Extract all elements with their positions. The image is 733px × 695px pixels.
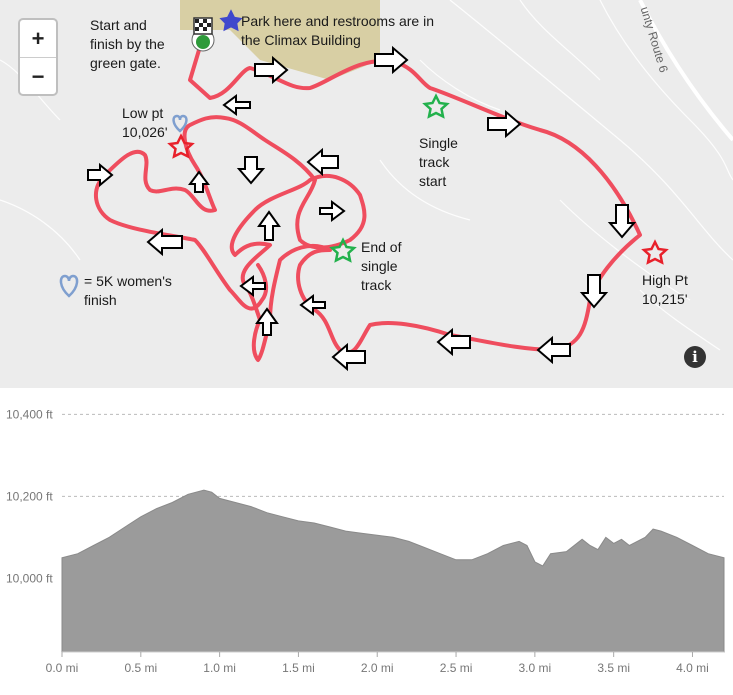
arrow-icon bbox=[436, 327, 471, 357]
low-point-label: Low pt 10,026' bbox=[122, 104, 168, 142]
single-track-start-label: Single track start bbox=[419, 134, 458, 191]
arrow-icon bbox=[319, 200, 346, 222]
x-tick-label: 3.5 mi bbox=[597, 661, 630, 675]
map-contours bbox=[0, 0, 733, 351]
label-line: Single bbox=[419, 135, 458, 151]
elevation-area bbox=[61, 489, 725, 653]
elevation-chart: 10,400 ft 10,200 ft 10,000 ft 0.0 mi 0.5 mi… bbox=[6, 407, 725, 675]
label-line: End of bbox=[361, 239, 402, 255]
label-line: track bbox=[419, 154, 450, 170]
label-line: start bbox=[419, 173, 447, 189]
x-tick-label: 0.5 mi bbox=[124, 661, 157, 675]
y-tick-label: 10,400 ft bbox=[6, 407, 53, 421]
arrow-icon bbox=[487, 109, 522, 139]
arrow-icon bbox=[331, 342, 366, 372]
county-road bbox=[638, 0, 733, 142]
arrow-icon bbox=[188, 170, 210, 193]
info-button[interactable]: i bbox=[684, 346, 706, 368]
arrow-icon bbox=[257, 210, 281, 241]
single-track-end-label: End of single track bbox=[361, 238, 401, 295]
label-line: Start and bbox=[90, 17, 147, 33]
label-line: finish by the bbox=[90, 36, 165, 52]
x-tick-label: 2.0 mi bbox=[361, 661, 394, 675]
label-line: = 5K women's bbox=[84, 273, 172, 289]
park-star-icon bbox=[219, 9, 243, 32]
x-tick-label: 1.5 mi bbox=[282, 661, 315, 675]
label-line: Park here and restrooms are in bbox=[241, 13, 434, 29]
arrow-icon bbox=[374, 45, 409, 75]
high-point-star-icon bbox=[641, 239, 669, 265]
label-line: track bbox=[361, 277, 392, 293]
zoom-in-button[interactable]: + bbox=[31, 26, 45, 51]
arrow-icon bbox=[306, 147, 339, 177]
low-point-star-icon bbox=[167, 133, 195, 159]
label-line: single bbox=[361, 258, 398, 274]
arrow-icon bbox=[222, 94, 251, 116]
label-line: High Pt bbox=[642, 272, 688, 288]
single-track-start-star-icon bbox=[422, 93, 450, 119]
label-line: green gate. bbox=[90, 55, 161, 71]
arrow-icon bbox=[607, 204, 637, 239]
label-line: the Climax Building bbox=[241, 32, 361, 48]
label-line: finish bbox=[84, 292, 117, 308]
x-tick-label: 1.0 mi bbox=[203, 661, 236, 675]
arrow-icon bbox=[254, 55, 289, 85]
start-finish-marker bbox=[191, 17, 215, 52]
label-line: 10,026' bbox=[122, 124, 168, 140]
zoom-divider bbox=[20, 57, 56, 58]
women-finish-legend: = 5K women's finish bbox=[84, 272, 172, 310]
label-line: Low pt bbox=[122, 105, 164, 121]
arrow-icon bbox=[87, 162, 114, 188]
x-tick-label: 4.0 mi bbox=[676, 661, 709, 675]
elevation-profile: 10,400 ft 10,200 ft 10,000 ft 0.0 mi 0.5 mi… bbox=[0, 388, 733, 690]
arrow-icon bbox=[236, 156, 266, 185]
x-tick-label: 0.0 mi bbox=[46, 661, 79, 675]
arrow-icon bbox=[579, 274, 609, 309]
zoom-out-button[interactable]: − bbox=[31, 64, 45, 89]
y-tick-label: 10,000 ft bbox=[6, 571, 53, 585]
direction-arrows bbox=[87, 45, 637, 372]
single-track-end-star-icon bbox=[329, 237, 357, 263]
arrow-icon bbox=[146, 227, 183, 257]
high-point-label: High Pt 10,215' bbox=[642, 271, 688, 309]
arrow-icon bbox=[255, 307, 279, 336]
x-tick-label: 2.5 mi bbox=[440, 661, 473, 675]
label-line: 10,215' bbox=[642, 291, 688, 307]
legend-heart-icon bbox=[59, 274, 79, 298]
arrow-icon bbox=[299, 294, 326, 316]
y-tick-label: 10,200 ft bbox=[6, 489, 53, 503]
arrow-icon bbox=[239, 275, 266, 297]
women-finish-heart-icon bbox=[172, 114, 188, 133]
map-canvas[interactable] bbox=[0, 0, 733, 388]
start-finish-label: Start and finish by the green gate. bbox=[90, 16, 165, 73]
x-tick-label: 3.0 mi bbox=[519, 661, 552, 675]
parking-label: Park here and restrooms are in the Clima… bbox=[241, 12, 434, 50]
zoom-control: + − bbox=[18, 18, 58, 96]
trail-map[interactable]: + − i unty Route 6 Start and finish by t… bbox=[0, 0, 733, 388]
arrow-icon bbox=[536, 335, 571, 365]
race-route bbox=[94, 38, 642, 362]
